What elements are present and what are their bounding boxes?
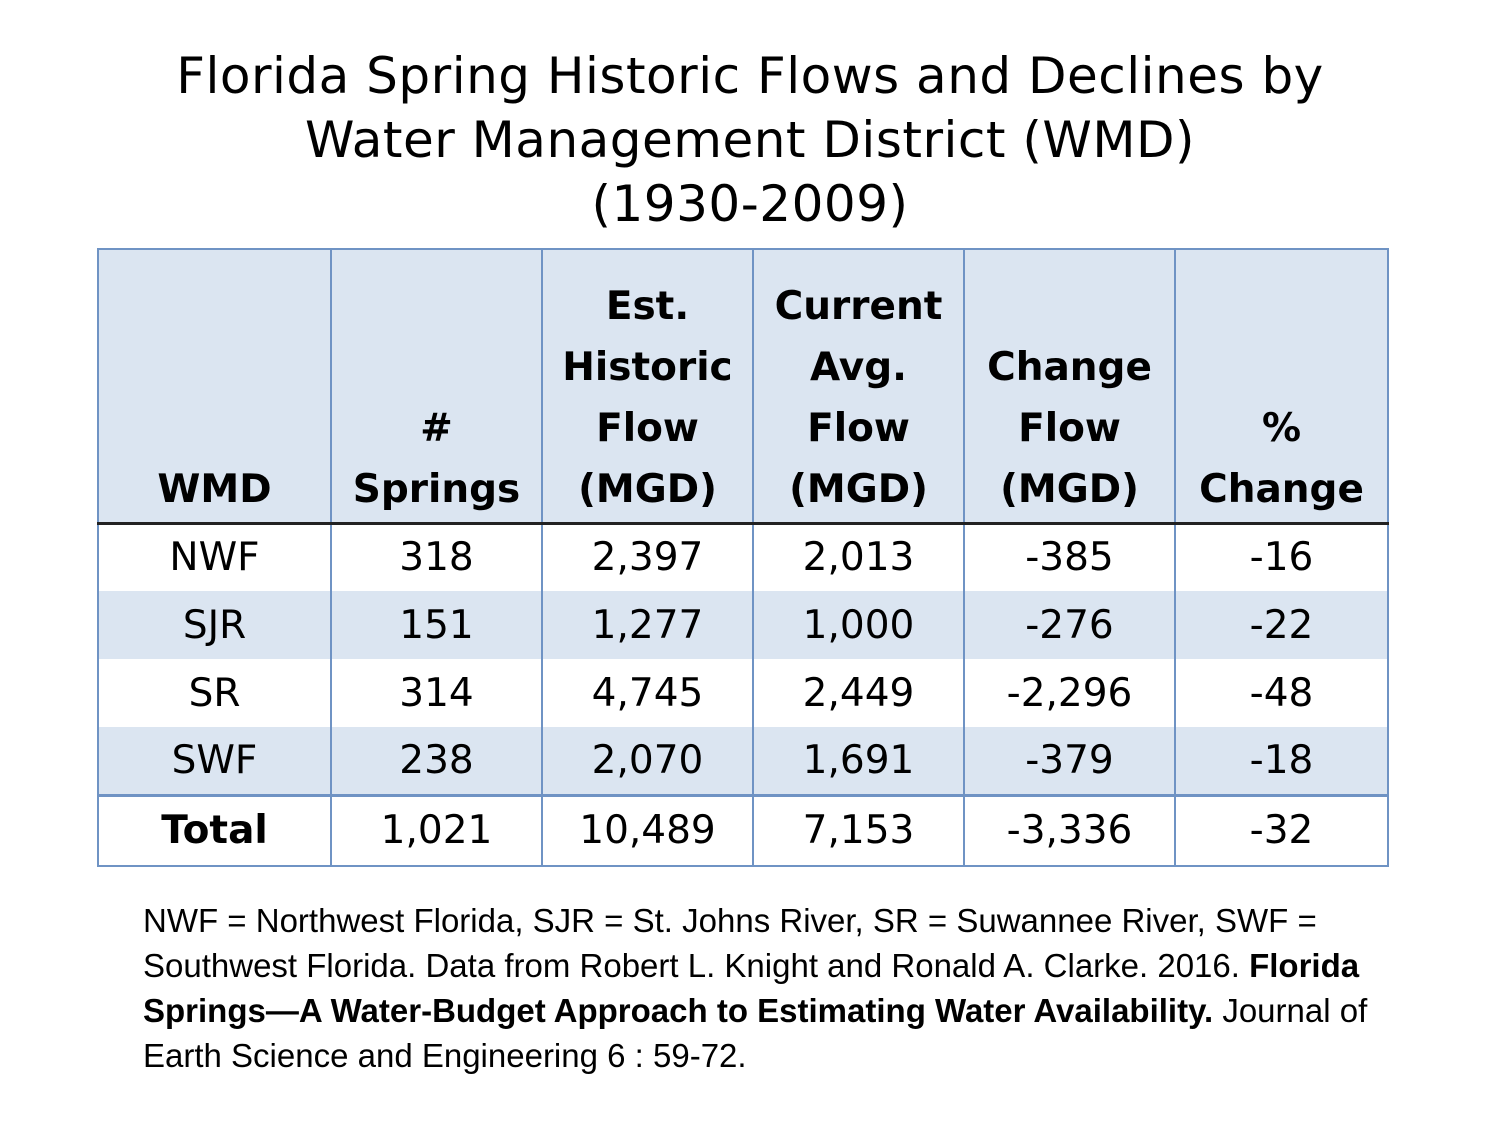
title-line-2: Water Management District (WMD) (304, 111, 1196, 169)
cell-historic-flow: 4,745 (541, 659, 754, 727)
cell-current-flow: 1,000 (752, 591, 965, 659)
cell-historic-flow: 2,070 (541, 727, 754, 795)
title-line-1: Florida Spring Historic Flows and Declin… (176, 47, 1324, 105)
cell-historic-flow: 2,397 (541, 523, 754, 591)
cell-wmd: NWF (97, 523, 332, 591)
cell-wmd: SJR (97, 591, 332, 659)
header-springs: # Springs (330, 248, 543, 525)
flows-table: WMD # Springs Est. Historic Flow (MGD) C… (97, 248, 1389, 867)
cell-change-flow: -3,336 (963, 793, 1176, 867)
cell-percent-change: -22 (1174, 591, 1389, 659)
cell-change-flow: -379 (963, 727, 1176, 795)
cell-change-flow: -385 (963, 523, 1176, 591)
header-change-flow: Change Flow (MGD) (963, 248, 1176, 525)
cell-percent-change: -18 (1174, 727, 1389, 795)
cell-current-flow: 2,449 (752, 659, 965, 727)
note-text-1: NWF = Northwest Florida, SJR = St. Johns… (143, 902, 1317, 984)
table-row: SWF 238 2,070 1,691 -379 -18 (97, 727, 1389, 795)
header-current-flow: Current Avg. Flow (MGD) (752, 248, 965, 525)
cell-wmd: SWF (97, 727, 332, 795)
flows-table-container: WMD # Springs Est. Historic Flow (MGD) C… (97, 248, 1389, 867)
table-total-row: Total 1,021 10,489 7,153 -3,336 -32 (97, 793, 1389, 867)
cell-change-flow: -276 (963, 591, 1176, 659)
table-header-row: WMD # Springs Est. Historic Flow (MGD) C… (97, 248, 1389, 525)
cell-springs: 314 (330, 659, 543, 727)
cell-historic-flow: 10,489 (541, 793, 754, 867)
title-line-3: (1930-2009) (591, 175, 909, 233)
cell-springs: 318 (330, 523, 543, 591)
cell-wmd: SR (97, 659, 332, 727)
table-row: SR 314 4,745 2,449 -2,296 -48 (97, 659, 1389, 727)
page-title: Florida Spring Historic Flows and Declin… (0, 44, 1500, 236)
cell-percent-change: -32 (1174, 793, 1389, 867)
cell-total-label: Total (97, 793, 332, 867)
cell-springs: 1,021 (330, 793, 543, 867)
table-row: SJR 151 1,277 1,000 -276 -22 (97, 591, 1389, 659)
note-text-2: Journal of Earth Science and Engineering… (143, 992, 1368, 1074)
cell-percent-change: -16 (1174, 523, 1389, 591)
header-wmd: WMD (97, 248, 332, 525)
cell-current-flow: 1,691 (752, 727, 965, 795)
table-row: NWF 318 2,397 2,013 -385 -16 (97, 523, 1389, 591)
cell-change-flow: -2,296 (963, 659, 1176, 727)
cell-springs: 238 (330, 727, 543, 795)
cell-current-flow: 7,153 (752, 793, 965, 867)
note-article-title: Florida Springs—A Water-Budget Approach … (143, 947, 1360, 1029)
header-percent-change: % Change (1174, 248, 1389, 525)
source-note: NWF = Northwest Florida, SJR = St. Johns… (143, 898, 1393, 1078)
cell-historic-flow: 1,277 (541, 591, 754, 659)
cell-percent-change: -48 (1174, 659, 1389, 727)
cell-springs: 151 (330, 591, 543, 659)
cell-current-flow: 2,013 (752, 523, 965, 591)
header-historic-flow: Est. Historic Flow (MGD) (541, 248, 754, 525)
